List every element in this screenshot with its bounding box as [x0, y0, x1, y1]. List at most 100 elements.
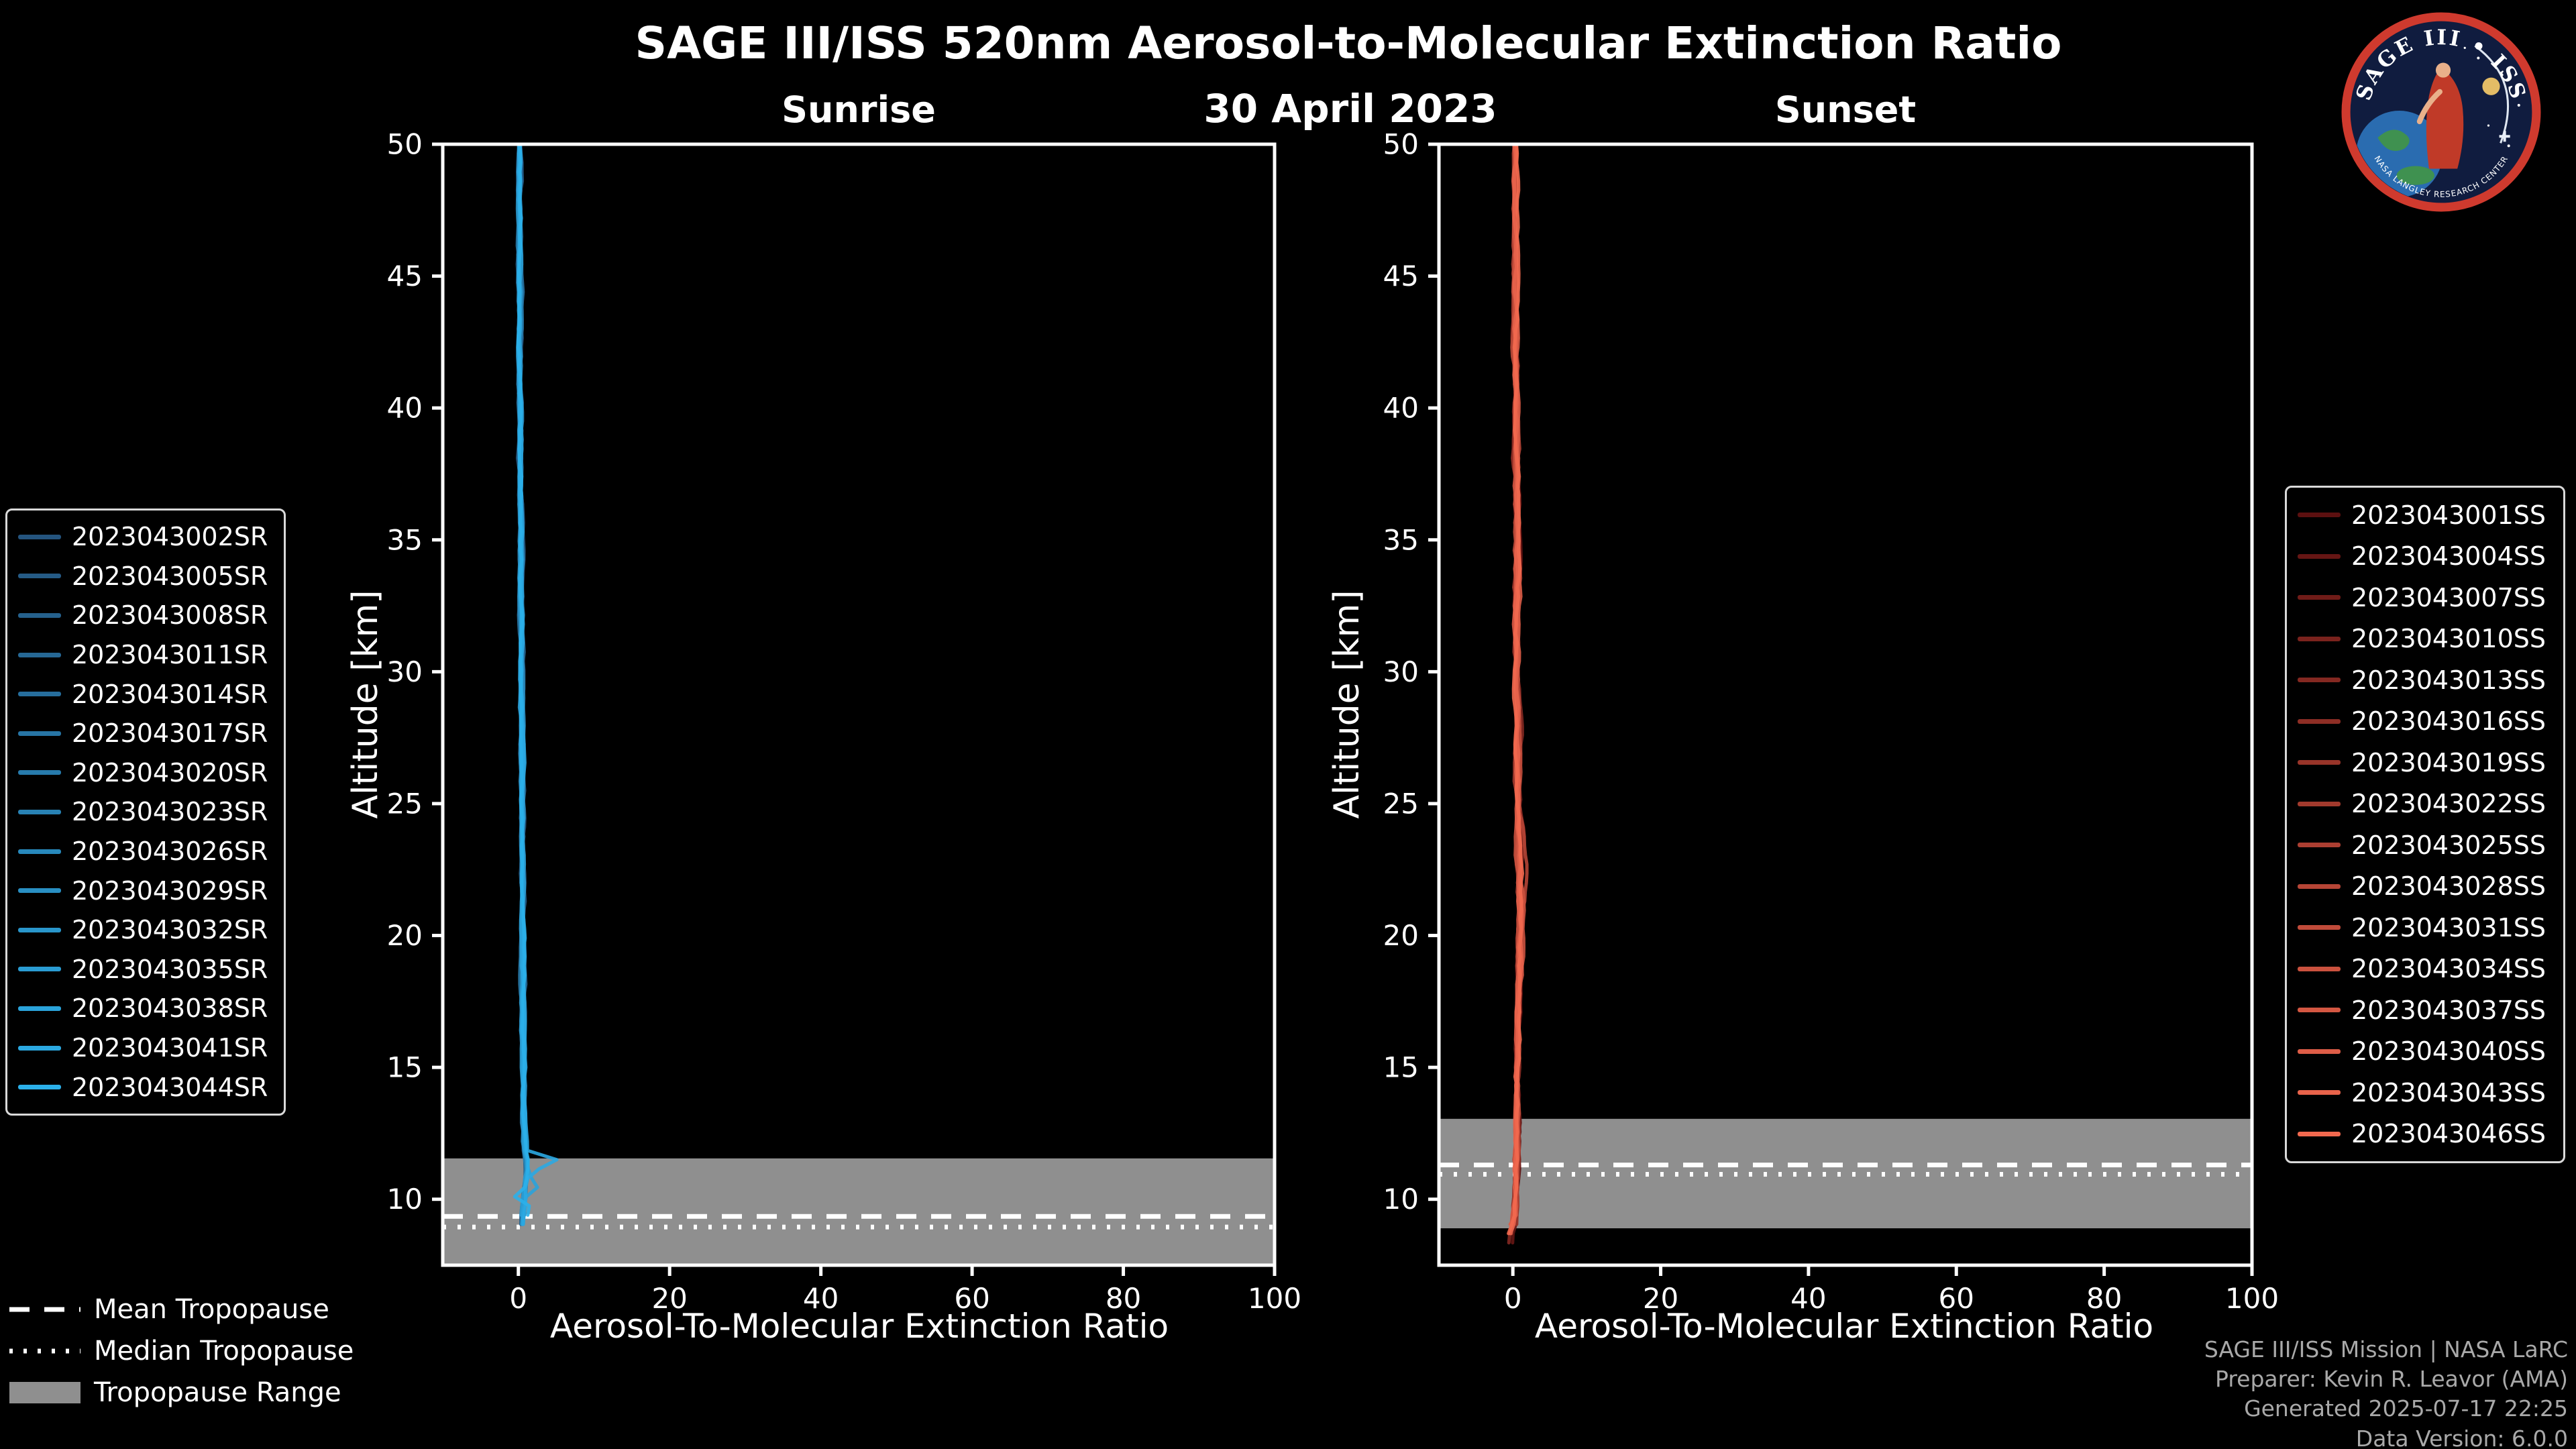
series-color-swatch	[2298, 553, 2341, 559]
y-tick-label: 40	[1383, 392, 1419, 425]
legend-item: 2023043028SS	[2298, 866, 2553, 908]
mean-tropopause-label: Mean Tropopause	[94, 1294, 329, 1325]
series-label: 2023043031SS	[2351, 912, 2546, 943]
logo-artwork	[2356, 45, 2520, 197]
x-tick-label: 40	[803, 1282, 839, 1315]
y-tick-label: 50	[387, 128, 423, 161]
date-subtitle: 30 April 2023	[1203, 86, 1497, 131]
y-tick-label: 30	[1383, 655, 1419, 688]
y-tick-label: 35	[387, 523, 423, 556]
legend-item: 2023043008SR	[18, 596, 273, 635]
y-tick-label: 35	[1383, 523, 1419, 556]
y-tick-label: 10	[387, 1183, 423, 1216]
series-color-swatch	[18, 692, 61, 697]
profile-line	[1507, 144, 1525, 1236]
legend-item: 2023043037SS	[2298, 989, 2553, 1031]
y-tick-label: 10	[1383, 1183, 1419, 1216]
series-label: 2023043040SS	[2351, 1036, 2546, 1067]
series-label: 2023043026SR	[72, 837, 268, 867]
tropopause-range-label: Tropopause Range	[94, 1377, 341, 1408]
series-color-swatch	[18, 849, 61, 854]
series-label: 2023043032SR	[72, 915, 268, 945]
y-tick-label: 15	[387, 1051, 423, 1084]
legend-item: 2023043004SS	[2298, 536, 2553, 578]
tropopause-range-band	[443, 1158, 1275, 1265]
series-label: 2023043017SR	[72, 718, 268, 749]
series-color-swatch	[2298, 760, 2341, 765]
series-label: 2023043004SS	[2351, 541, 2546, 572]
series-label: 2023043016SS	[2351, 706, 2546, 737]
y-tick-label: 20	[387, 919, 423, 952]
series-color-swatch	[2298, 883, 2341, 889]
mean-tropopause-legend-item: Mean Tropopause	[9, 1293, 354, 1326]
legend-item: 2023043031SS	[2298, 907, 2553, 949]
series-label: 2023043008SR	[72, 600, 268, 631]
series-label: 2023043035SR	[72, 954, 268, 984]
series-color-swatch	[18, 770, 61, 775]
series-label: 2023043043SS	[2351, 1077, 2546, 1108]
series-color-swatch	[18, 927, 61, 932]
y-tick-label: 30	[387, 655, 423, 688]
series-color-swatch	[18, 652, 61, 657]
legend-item: 2023043007SS	[2298, 577, 2553, 619]
y-tick-label: 45	[1383, 260, 1419, 292]
series-color-swatch	[18, 534, 61, 539]
series-label: 2023043010SS	[2351, 624, 2546, 654]
legend-item: 2023043019SS	[2298, 742, 2553, 784]
sunrise-x-axis-label: Aerosol-To-Molecular Extinction Ratio	[549, 1307, 1169, 1346]
legend-item: 2023043011SR	[18, 635, 273, 675]
series-label: 2023043046SS	[2351, 1119, 2546, 1149]
logo-orbit-path	[2474, 45, 2509, 144]
series-color-swatch	[18, 888, 61, 894]
panel-sunset: 10 15 20 25 30 35 40 45 50 0 20 40 60 80 100	[1383, 128, 2279, 1316]
series-label: 2023043002SR	[72, 522, 268, 552]
x-tick-label: 80	[2086, 1282, 2122, 1315]
legend-item: 2023043023SR	[18, 792, 273, 832]
credit-mission: SAGE III/ISS Mission | NASA LaRC	[2204, 1336, 2568, 1362]
y-tick-label: 50	[1383, 128, 1419, 161]
legend-item: 2023043017SR	[18, 714, 273, 753]
series-color-swatch	[18, 574, 61, 579]
series-color-swatch	[18, 967, 61, 972]
series-label: 2023043038SR	[72, 994, 268, 1024]
series-label: 2023043007SS	[2351, 582, 2546, 612]
series-color-swatch	[2298, 718, 2341, 724]
axes-frame	[441, 142, 1277, 1267]
series-label: 2023043014SR	[72, 679, 268, 709]
legend-item: 2023043005SR	[18, 557, 273, 596]
credits-block: SAGE III/ISS Mission | NASA LaRC Prepare…	[2204, 1335, 2568, 1449]
x-tick-label: 60	[1939, 1282, 1974, 1315]
legend-item: 2023043043SS	[2298, 1072, 2553, 1114]
series-color-swatch	[2298, 1008, 2341, 1013]
x-tick-label: 80	[1106, 1282, 1141, 1315]
sunset-x-axis-label: Aerosol-To-Molecular Extinction Ratio	[1534, 1307, 2154, 1346]
legend-item: 2023043038SR	[18, 989, 273, 1028]
series-color-swatch	[18, 1006, 61, 1011]
series-color-swatch	[2298, 636, 2341, 641]
series-label: 2023043020SR	[72, 757, 268, 788]
median-tropopause-legend-item: Median Tropopause	[9, 1335, 354, 1367]
series-color-swatch	[18, 612, 61, 618]
dotted-line-sample-icon	[9, 1340, 80, 1362]
series-color-swatch	[2298, 843, 2341, 848]
legend-item: 2023043032SR	[18, 910, 273, 950]
profile-line	[1508, 144, 1524, 1236]
logo-iss-icon	[2499, 131, 2510, 142]
legend-item: 2023043022SS	[2298, 784, 2553, 825]
series-label: 2023043028SS	[2351, 871, 2546, 902]
median-tropopause-label: Median Tropopause	[94, 1336, 354, 1366]
series-label: 2023043029SR	[72, 875, 268, 906]
series-label: 2023043037SS	[2351, 995, 2546, 1025]
axes-frame	[1437, 142, 2254, 1267]
legend-item: 2023043025SS	[2298, 824, 2553, 866]
series-label: 2023043001SS	[2351, 500, 2546, 530]
legend-item: 2023043002SR	[18, 517, 273, 557]
y-tick-label: 25	[387, 787, 423, 820]
x-tick-label: 100	[1248, 1282, 1301, 1315]
series-color-swatch	[18, 1085, 61, 1090]
legend-item: 2023043010SS	[2298, 619, 2553, 660]
sage-iii-iss-logo: SAGE III • ISS NASA LANGLEY RESEARCH CEN…	[2340, 11, 2542, 213]
series-label: 2023043019SS	[2351, 747, 2546, 777]
legend-item: 2023043020SR	[18, 753, 273, 793]
